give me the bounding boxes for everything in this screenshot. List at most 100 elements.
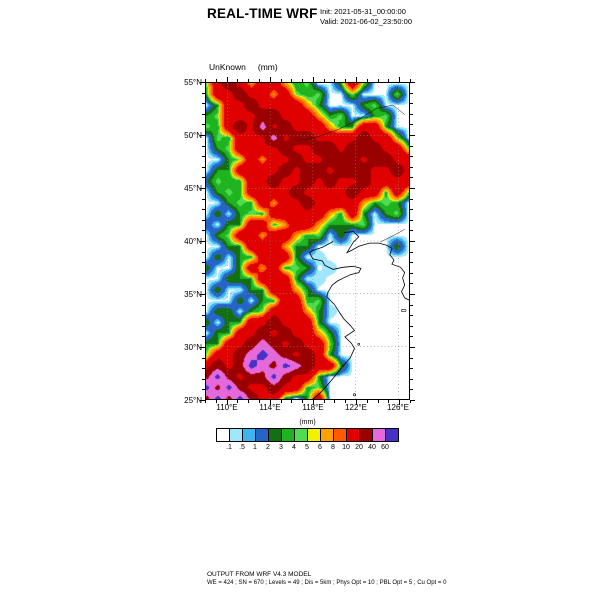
colorbar-swatch [268,428,282,442]
tick-mark [410,400,411,403]
tick-mark [313,400,314,405]
tick-mark [334,79,335,82]
country-border [380,229,405,243]
tick-mark [367,79,368,82]
tick-mark [202,93,205,94]
x-axis-label: 118°E [302,403,324,412]
colorbar-swatch [229,428,243,442]
tick-mark [378,400,379,403]
colorbar-tick-label: 10 [342,444,350,451]
x-axis-label: 126°E [387,403,409,412]
map-frame [205,82,410,400]
tick-mark [410,358,413,359]
tick-mark [367,400,368,403]
y-axis-label: 40°N [184,237,202,246]
tick-mark [202,199,205,200]
tick-mark [410,167,413,168]
tick-mark [200,135,205,136]
tick-mark [334,400,335,403]
tick-mark [345,79,346,82]
colorbar-tick-label: 1 [253,444,257,451]
tick-mark [410,347,415,348]
tick-mark [410,114,413,115]
y-axis-label: 45°N [184,184,202,193]
tick-mark [270,77,271,82]
colorbar-units: (mm) [299,419,316,426]
tick-mark [202,209,205,210]
tick-mark [378,79,379,82]
coastline [343,231,409,301]
tick-mark [205,400,206,403]
tick-mark [410,294,415,295]
colorbar-swatch [307,428,321,442]
tick-mark [202,326,205,327]
tick-mark [410,305,413,306]
tick-mark [410,82,415,83]
tick-mark [345,400,346,403]
coastline [309,241,362,399]
field-units: (mm) [257,62,278,72]
tick-mark [216,400,217,403]
tick-mark [324,79,325,82]
tick-mark [202,273,205,274]
tick-mark [227,77,228,82]
tick-mark [410,103,413,104]
tick-mark [410,93,413,94]
field-name: UnKnown [209,62,246,72]
tick-mark [227,400,228,405]
tick-mark [200,82,205,83]
tick-mark [410,241,415,242]
tick-mark [202,114,205,115]
tick-mark [202,156,205,157]
tick-mark [281,400,282,403]
tick-mark [410,146,413,147]
tick-mark [205,79,206,82]
colorbar-tick-label: .5 [239,444,245,451]
island-outline [357,342,361,346]
tick-mark [248,79,249,82]
y-axis-label: 25°N [184,396,202,405]
island-outline [400,309,407,313]
colorbar-tick-label: 60 [381,444,389,451]
tick-mark [259,79,260,82]
tick-mark [202,305,205,306]
tick-mark [202,336,205,337]
colorbar-tick-label: 2 [266,444,270,451]
colorbar-tick-label: 3 [279,444,283,451]
tick-mark [202,252,205,253]
tick-mark [200,241,205,242]
tick-mark [410,230,413,231]
tick-mark [202,124,205,125]
tick-mark [202,146,205,147]
y-axis-label: 35°N [184,290,202,299]
colorbar-swatch [294,428,308,442]
country-border [296,104,405,142]
tick-mark [202,167,205,168]
tick-mark [200,188,205,189]
map-overlay [206,83,409,399]
tick-mark [410,368,413,369]
field-label: UnKnown (mm) [209,62,278,72]
x-axis-label: 114°E [259,403,281,412]
colorbar-swatch [255,428,269,442]
tick-mark [313,77,314,82]
colorbar-swatch [320,428,334,442]
tick-mark [202,262,205,263]
tick-mark [281,79,282,82]
tick-mark [410,79,411,82]
tick-mark [202,230,205,231]
tick-mark [302,79,303,82]
x-axis-label: 110°E [216,403,238,412]
tick-mark [410,336,413,337]
tick-mark [202,283,205,284]
footer-model-line: OUTPUT FROM WRF V4.3 MODEL [207,571,312,578]
tick-mark [216,79,217,82]
colorbar-wrap: (mm) .1 .5 1 2 3 4 5 6 8 10 20 40 60 [216,419,399,452]
footer-config-line: WE = 424 ; SN = 670 ; Levels = 49 ; Dis … [207,580,447,586]
tick-mark [410,400,415,401]
tick-mark [200,347,205,348]
tick-mark [200,400,205,401]
tick-mark [410,188,415,189]
tick-mark [202,389,205,390]
tick-mark [410,220,413,221]
